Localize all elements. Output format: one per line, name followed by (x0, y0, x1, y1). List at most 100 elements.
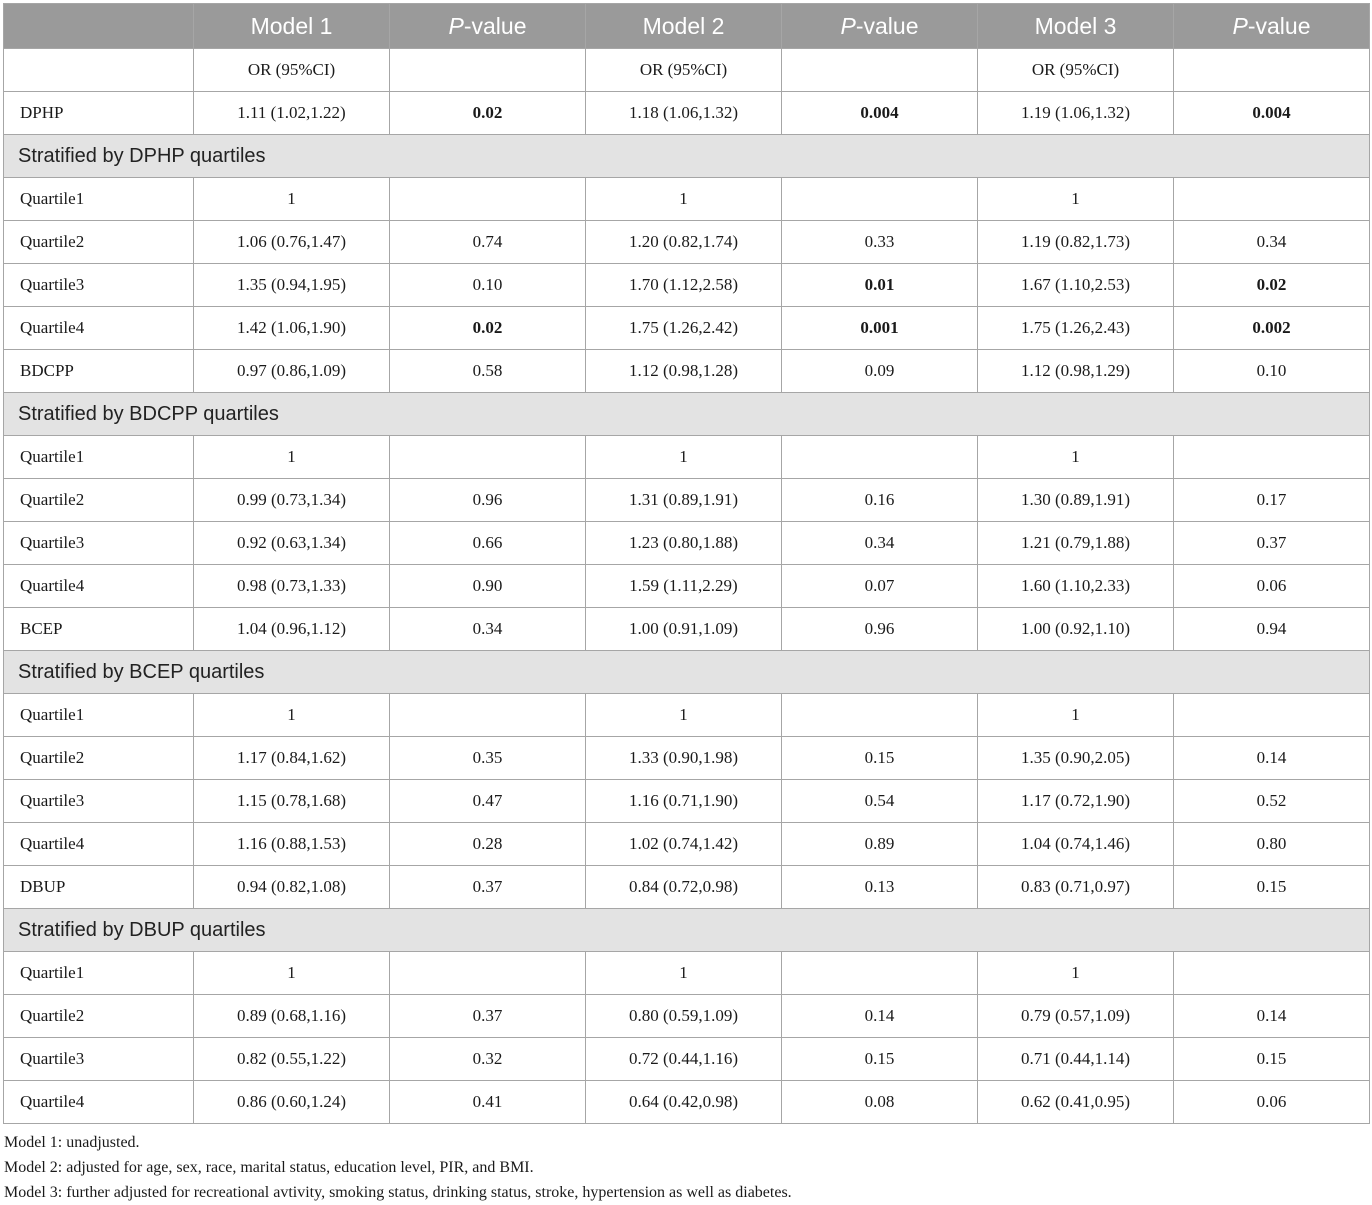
or-ci-cell: 0.82 (0.55,1.22) (193, 1037, 390, 1081)
or-ci-cell: 1 (585, 693, 782, 737)
or-ci-cell: 1.12 (0.98,1.29) (977, 349, 1174, 393)
row-label: BCEP (3, 607, 194, 651)
header-pvalue-2: P-value (781, 3, 978, 49)
table-row: Quartile4 0.86 (0.60,1.24) 0.41 0.64 (0.42,… (3, 1080, 1370, 1124)
row-label: Quartile3 (3, 1037, 194, 1081)
or-ci-cell: 1 (585, 177, 782, 221)
table-row: Quartile4 0.98 (0.73,1.33) 0.90 1.59 (1.11,… (3, 564, 1370, 608)
or-ci-cell: 1.20 (0.82,1.74) (585, 220, 782, 264)
p-value-cell: 0.15 (781, 736, 978, 780)
or-ci-cell: 1 (977, 951, 1174, 995)
p-value-cell: 0.37 (1173, 521, 1370, 565)
or-ci-cell: 0.71 (0.44,1.14) (977, 1037, 1174, 1081)
or-ci-cell: 0.92 (0.63,1.34) (193, 521, 390, 565)
or-ci-cell: 0.79 (0.57,1.09) (977, 994, 1174, 1038)
p-value-cell (1173, 177, 1370, 221)
p-value-cell (781, 435, 978, 479)
section-row: Stratified by BCEP quartiles (3, 650, 1370, 694)
or-ci-cell: 1.31 (0.89,1.91) (585, 478, 782, 522)
p-value-cell: 0.37 (389, 865, 586, 909)
or-ci-cell: 1.70 (1.12,2.58) (585, 263, 782, 307)
p-value-cell (389, 951, 586, 995)
p-value-cell (781, 951, 978, 995)
or-ci-cell: 0.84 (0.72,0.98) (585, 865, 782, 909)
or-ci-cell: 1.16 (0.88,1.53) (193, 822, 390, 866)
table-row: Quartile1 1 1 1 (3, 693, 1370, 737)
p-value-cell: 0.02 (389, 91, 586, 135)
subheader-cell: OR (95%CI) (193, 48, 390, 92)
row-label: Quartile4 (3, 822, 194, 866)
or-ci-cell: 0.94 (0.82,1.08) (193, 865, 390, 909)
p-value-cell: 0.89 (781, 822, 978, 866)
p-value-cell: 0.34 (389, 607, 586, 651)
p-value-cell: 0.58 (389, 349, 586, 393)
or-ci-cell: 0.64 (0.42,0.98) (585, 1080, 782, 1124)
or-ci-cell: 1 (193, 693, 390, 737)
p-value-cell: 0.15 (1173, 1037, 1370, 1081)
p-value-cell: 0.01 (781, 263, 978, 307)
p-value-cell (389, 435, 586, 479)
or-ci-cell: 1.02 (0.74,1.42) (585, 822, 782, 866)
p-value-cell: 0.52 (1173, 779, 1370, 823)
p-value-cell: 0.34 (1173, 220, 1370, 264)
p-value-cell: 0.96 (389, 478, 586, 522)
or-ci-cell: 1 (193, 177, 390, 221)
subheader-cell (3, 48, 194, 92)
header-model-3: Model 3 (977, 3, 1174, 49)
table-row: Quartile2 0.89 (0.68,1.16) 0.37 0.80 (0.59,… (3, 994, 1370, 1038)
table-row: Quartile4 1.16 (0.88,1.53) 0.28 1.02 (0.74,… (3, 822, 1370, 866)
p-value-cell (389, 693, 586, 737)
p-value-cell (1173, 951, 1370, 995)
or-ci-cell: 0.86 (0.60,1.24) (193, 1080, 390, 1124)
subheader-cell (781, 48, 978, 92)
p-value-cell: 0.001 (781, 306, 978, 350)
or-ci-cell: 1.19 (0.82,1.73) (977, 220, 1174, 264)
or-ci-cell: 1.06 (0.76,1.47) (193, 220, 390, 264)
table-row: Quartile2 1.06 (0.76,1.47) 0.74 1.20 (0.82,… (3, 220, 1370, 264)
p-value-cell: 0.80 (1173, 822, 1370, 866)
header-model-2: Model 2 (585, 3, 782, 49)
or-ci-cell: 1.67 (1.10,2.53) (977, 263, 1174, 307)
subheader-row: OR (95%CI) OR (95%CI) OR (95%CI) (3, 48, 1370, 92)
table-row: Quartile2 0.99 (0.73,1.34) 0.96 1.31 (0.89,… (3, 478, 1370, 522)
p-value-cell: 0.08 (781, 1080, 978, 1124)
p-value-cell: 0.16 (781, 478, 978, 522)
p-value-cell (781, 177, 978, 221)
subheader-cell: OR (95%CI) (977, 48, 1174, 92)
p-value-cell: 0.09 (781, 349, 978, 393)
table-footnotes: Model 1: unadjusted. Model 2: adjusted f… (4, 1130, 792, 1205)
p-value-cell (1173, 435, 1370, 479)
p-value-cell: 0.28 (389, 822, 586, 866)
or-ci-cell: 1.11 (1.02,1.22) (193, 91, 390, 135)
p-value-cell: 0.13 (781, 865, 978, 909)
or-ci-cell: 1.30 (0.89,1.91) (977, 478, 1174, 522)
or-ci-cell: 1 (585, 435, 782, 479)
row-label: Quartile4 (3, 1080, 194, 1124)
or-ci-cell: 1.12 (0.98,1.28) (585, 349, 782, 393)
p-value-cell: 0.54 (781, 779, 978, 823)
p-value-cell: 0.15 (1173, 865, 1370, 909)
row-label: Quartile3 (3, 521, 194, 565)
table-row: DPHP 1.11 (1.02,1.22) 0.02 1.18 (1.06,1.32)… (3, 91, 1370, 135)
subheader-cell (1173, 48, 1370, 92)
row-label: Quartile3 (3, 779, 194, 823)
p-value-cell: 0.10 (1173, 349, 1370, 393)
or-ci-cell: 0.62 (0.41,0.95) (977, 1080, 1174, 1124)
row-label: Quartile2 (3, 220, 194, 264)
or-ci-cell: 0.72 (0.44,1.16) (585, 1037, 782, 1081)
or-ci-cell: 1.23 (0.80,1.88) (585, 521, 782, 565)
row-label: DPHP (3, 91, 194, 135)
p-value-cell: 0.15 (781, 1037, 978, 1081)
p-value-cell: 0.90 (389, 564, 586, 608)
or-ci-cell: 1.19 (1.06,1.32) (977, 91, 1174, 135)
p-value-cell: 0.47 (389, 779, 586, 823)
results-table: Model 1 P-value Model 2 P-value Model 3 … (3, 3, 1370, 1124)
p-value-cell (389, 177, 586, 221)
p-value-cell: 0.32 (389, 1037, 586, 1081)
pvalue-suffix: -value (855, 12, 919, 39)
or-ci-cell: 1.75 (1.26,2.42) (585, 306, 782, 350)
or-ci-cell: 1.21 (0.79,1.88) (977, 521, 1174, 565)
p-value-cell: 0.17 (1173, 478, 1370, 522)
pvalue-italic-p: P (1232, 12, 1248, 39)
or-ci-cell: 1.17 (0.84,1.62) (193, 736, 390, 780)
